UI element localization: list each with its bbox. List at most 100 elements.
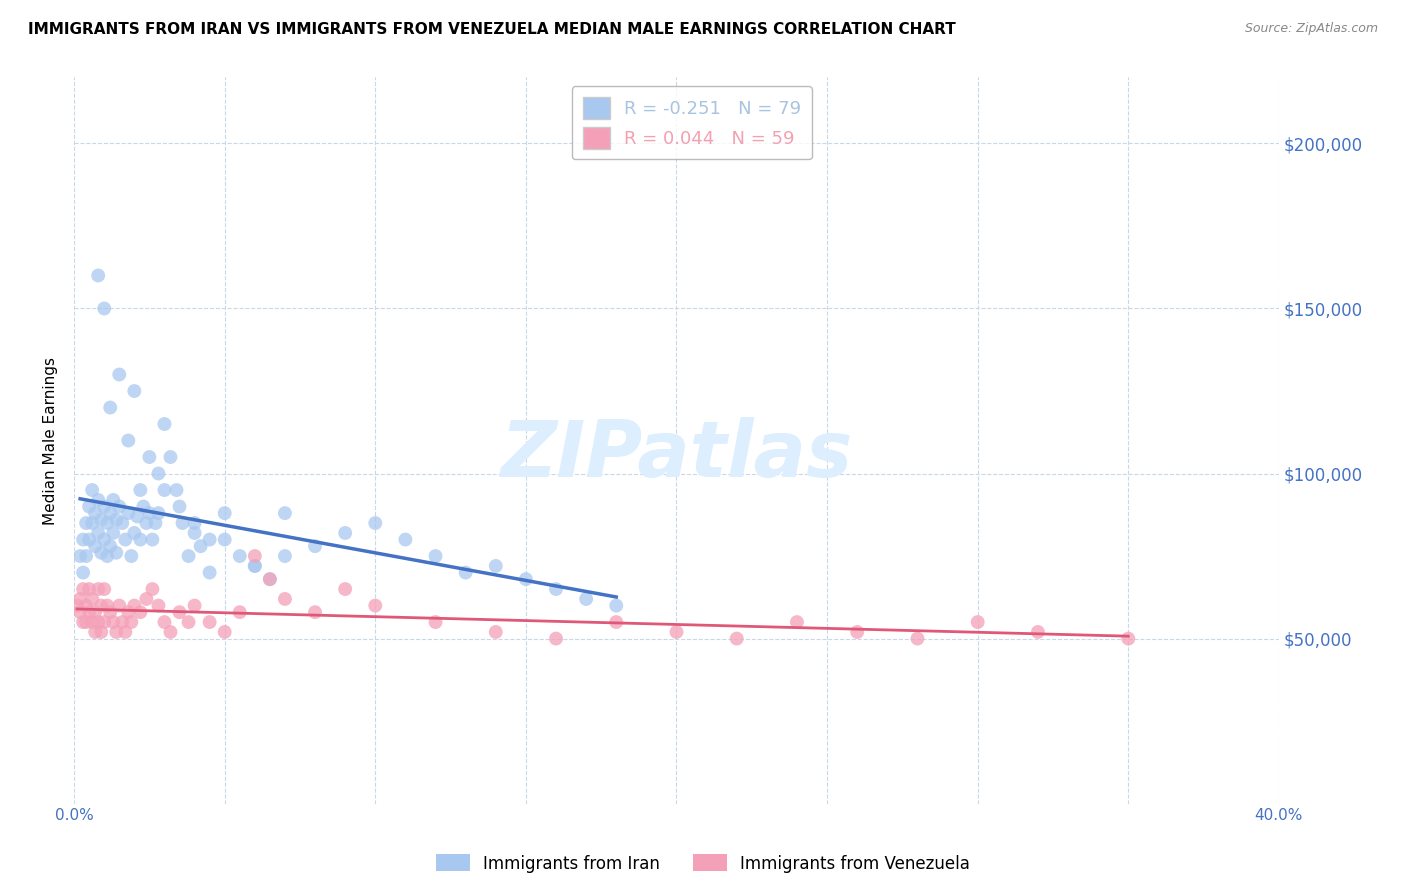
Point <box>169 500 191 514</box>
Point <box>544 582 567 596</box>
Point <box>84 624 107 639</box>
Point <box>135 516 157 530</box>
Point <box>93 615 115 629</box>
Point <box>69 591 91 606</box>
Point <box>177 615 200 629</box>
Point <box>127 509 149 524</box>
Point <box>129 483 152 497</box>
Point <box>177 549 200 563</box>
Point <box>84 506 107 520</box>
Point <box>84 605 107 619</box>
Point <box>87 525 110 540</box>
Point <box>425 549 447 563</box>
Point <box>75 549 97 563</box>
Point <box>72 566 94 580</box>
Point <box>103 615 125 629</box>
Point <box>304 605 326 619</box>
Point <box>145 516 167 530</box>
Point <box>82 483 104 497</box>
Legend: R = -0.251   N = 79, R = 0.044   N = 59: R = -0.251 N = 79, R = 0.044 N = 59 <box>572 87 813 160</box>
Point <box>190 539 212 553</box>
Point <box>575 591 598 606</box>
Point <box>229 605 252 619</box>
Point <box>153 615 176 629</box>
Point <box>90 599 112 613</box>
Point <box>98 506 121 520</box>
Point <box>75 599 97 613</box>
Point <box>90 513 112 527</box>
Point <box>364 599 387 613</box>
Point <box>605 615 627 629</box>
Point <box>124 525 146 540</box>
Point <box>153 483 176 497</box>
Point <box>394 533 416 547</box>
Point <box>1116 632 1139 646</box>
Point <box>141 582 163 596</box>
Point <box>82 516 104 530</box>
Text: IMMIGRANTS FROM IRAN VS IMMIGRANTS FROM VENEZUELA MEDIAN MALE EARNINGS CORRELATI: IMMIGRANTS FROM IRAN VS IMMIGRANTS FROM … <box>28 22 956 37</box>
Point <box>515 572 537 586</box>
Text: Source: ZipAtlas.com: Source: ZipAtlas.com <box>1244 22 1378 36</box>
Point <box>77 533 100 547</box>
Text: ZIPatlas: ZIPatlas <box>501 417 852 493</box>
Point <box>129 533 152 547</box>
Point <box>72 533 94 547</box>
Point <box>98 539 121 553</box>
Point <box>333 525 356 540</box>
Point <box>82 615 104 629</box>
Point <box>77 582 100 596</box>
Point <box>243 549 266 563</box>
Point <box>243 558 266 573</box>
Point <box>82 591 104 606</box>
Point <box>786 615 808 629</box>
Point <box>124 599 146 613</box>
Point <box>72 582 94 596</box>
Point <box>75 516 97 530</box>
Point <box>274 506 297 520</box>
Point <box>69 605 91 619</box>
Point <box>333 582 356 596</box>
Point <box>69 549 91 563</box>
Point <box>87 615 110 629</box>
Point <box>111 516 134 530</box>
Point <box>425 615 447 629</box>
Point <box>198 566 221 580</box>
Point <box>1026 624 1049 639</box>
Point <box>214 624 236 639</box>
Point <box>159 450 181 464</box>
Point <box>98 605 121 619</box>
Point <box>87 492 110 507</box>
Point <box>90 624 112 639</box>
Point <box>183 599 205 613</box>
Point <box>544 632 567 646</box>
Point <box>98 401 121 415</box>
Point <box>93 500 115 514</box>
Point <box>103 525 125 540</box>
Point <box>138 450 160 464</box>
Point <box>183 516 205 530</box>
Point <box>304 539 326 553</box>
Point <box>96 516 118 530</box>
Point <box>96 599 118 613</box>
Point <box>259 572 281 586</box>
Point <box>907 632 929 646</box>
Point <box>129 605 152 619</box>
Point <box>274 549 297 563</box>
Point <box>108 368 131 382</box>
Point <box>84 539 107 553</box>
Point <box>725 632 748 646</box>
Point <box>96 549 118 563</box>
Point <box>274 591 297 606</box>
Point <box>108 599 131 613</box>
Point <box>485 558 508 573</box>
Point <box>166 483 188 497</box>
Point <box>90 546 112 560</box>
Point <box>66 599 89 613</box>
Point <box>141 533 163 547</box>
Legend: Immigrants from Iran, Immigrants from Venezuela: Immigrants from Iran, Immigrants from Ve… <box>430 847 976 880</box>
Point <box>364 516 387 530</box>
Point <box>183 525 205 540</box>
Point <box>138 506 160 520</box>
Point <box>159 624 181 639</box>
Point <box>132 500 155 514</box>
